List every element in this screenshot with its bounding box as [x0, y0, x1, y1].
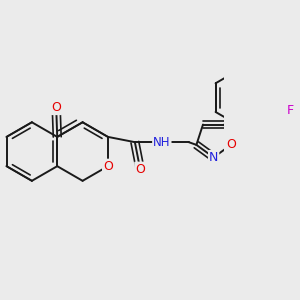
Text: N: N [209, 151, 218, 164]
Text: O: O [103, 160, 113, 173]
Text: O: O [226, 138, 236, 152]
Text: O: O [135, 163, 145, 176]
Text: O: O [51, 101, 61, 114]
Text: NH: NH [153, 136, 171, 149]
Text: F: F [286, 104, 294, 117]
